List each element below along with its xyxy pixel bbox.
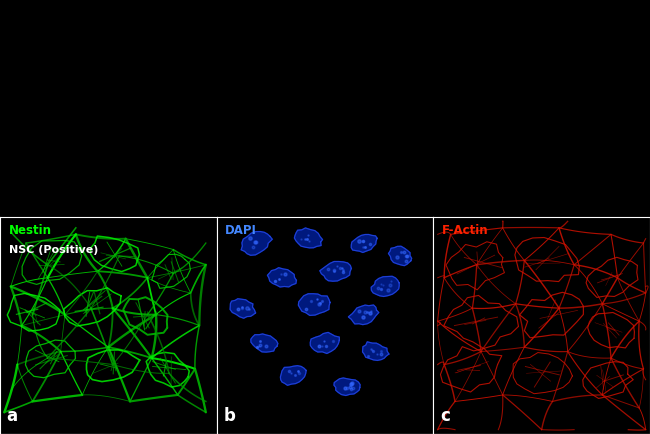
- Text: NSC (Positive): NSC (Positive): [8, 245, 98, 255]
- Text: b: b: [223, 408, 235, 425]
- Polygon shape: [280, 366, 306, 385]
- Polygon shape: [267, 268, 296, 287]
- Text: c: c: [440, 408, 450, 425]
- Polygon shape: [241, 231, 272, 255]
- Polygon shape: [251, 334, 278, 352]
- Polygon shape: [351, 234, 377, 253]
- Polygon shape: [389, 246, 411, 266]
- Polygon shape: [298, 294, 330, 316]
- Polygon shape: [230, 299, 255, 318]
- Text: a: a: [6, 408, 18, 425]
- Polygon shape: [348, 305, 379, 325]
- Polygon shape: [334, 378, 360, 395]
- Text: Nestin: Nestin: [8, 224, 51, 237]
- Polygon shape: [294, 228, 322, 248]
- Polygon shape: [310, 332, 339, 353]
- Polygon shape: [320, 262, 352, 281]
- Text: F-Actin: F-Actin: [442, 224, 489, 237]
- Text: DAPI: DAPI: [226, 224, 257, 237]
- Polygon shape: [363, 342, 389, 360]
- Polygon shape: [371, 276, 399, 296]
